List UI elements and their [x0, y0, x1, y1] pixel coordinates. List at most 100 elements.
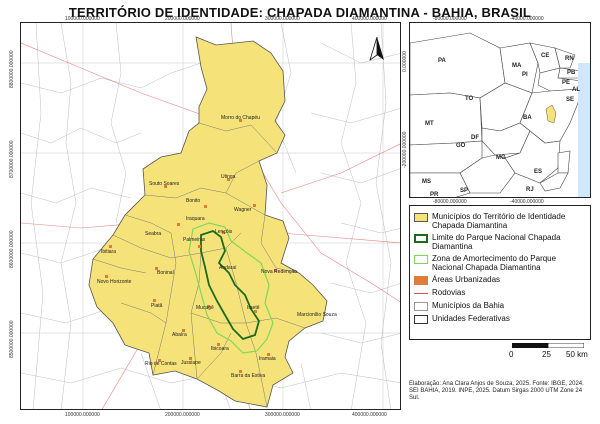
park-buffer-zone[interactable] [188, 222, 274, 354]
legend-swatch-urban [414, 276, 428, 285]
scale-label-25: 25 [542, 350, 551, 359]
label-piata: Piatã [151, 303, 163, 309]
legend: Municípios do Território de Identidade C… [409, 205, 591, 340]
north-arrow-icon [369, 36, 384, 62]
inset-coord-bottom-2: -40000.000000 [510, 199, 544, 205]
inset-map-canvas [410, 32, 590, 197]
label-morro-do-chapeu: Morro do Chapéu [221, 115, 260, 121]
legend-item-park: Limite do Parque Nacional Chapada Diaman… [414, 233, 582, 251]
label-iramaia: Iramaia [259, 356, 276, 362]
state-label-to: TO [465, 96, 474, 102]
coord-bottom-4: 400000.000000 [352, 412, 387, 418]
state-label-rj: RJ [526, 187, 534, 193]
legend-label-urban: Áreas Urbanizadas [432, 275, 501, 284]
legend-label-roads: Rodovias [432, 288, 466, 297]
coord-top-4: 400000.000000 [352, 16, 387, 22]
label-marcionilio-souza: Marcionílio Souza [297, 312, 337, 318]
legend-label-territory: Municípios do Território de Identidade C… [432, 212, 566, 230]
state-label-al: AL [572, 87, 580, 93]
inset-coord-left-2: -200000.000000 [402, 131, 408, 168]
scale-bar [512, 343, 584, 348]
coord-top-2: 200000.000000 [165, 16, 200, 22]
state-label-se: SE [566, 97, 575, 103]
legend-item-territory: Municípios do Território de Identidade C… [414, 212, 582, 230]
coord-bottom-3: 300000.000000 [265, 412, 300, 418]
brazil-states [410, 32, 583, 197]
state-label-pb: PB [567, 70, 576, 76]
label-bonito: Bonito [186, 198, 201, 204]
legend-item-urban: Áreas Urbanizadas [414, 275, 582, 285]
label-ibicoara: Ibicoara [211, 346, 229, 352]
label-rio-de-contas: Rio de Contas [145, 361, 177, 367]
label-jussiape: Jussiape [181, 360, 201, 366]
territory-municipal-boundaries [92, 122, 306, 408]
coord-bottom-1: 100000.000000 [65, 412, 100, 418]
legend-item-buffer: Zona de Amortecimento do Parque Nacional… [414, 254, 582, 272]
label-wagner: Wagner [234, 207, 252, 213]
urban-areas [105, 119, 277, 373]
label-abaira: Abaíra [172, 332, 187, 338]
label-mucuge: Mucugê [196, 305, 214, 311]
label-barra-da-estiva: Barra da Estiva [231, 373, 266, 379]
legend-item-states: Unidades Federativas [414, 314, 582, 324]
legend-item-municipalities: Municípios da Bahia [414, 301, 582, 311]
label-seabra: Seabra [145, 231, 162, 237]
state-label-pr: PR [430, 192, 439, 198]
main-map-canvas [21, 23, 400, 409]
main-map[interactable]: Morro do Chapéu Souto Soares Bonito Utin… [20, 22, 401, 410]
coord-top-3: 300000.000000 [265, 16, 300, 22]
state-label-df: DF [471, 135, 479, 141]
label-andarai: Andaraí [219, 265, 237, 271]
label-itaete: Itaetê [247, 305, 260, 311]
label-lencois: Lençóis [215, 229, 233, 235]
inset-coord-top-1: -80000.000000 [433, 16, 467, 22]
state-label-pe: PE [562, 80, 571, 86]
label-nova-redencao: Nova Redenção [261, 269, 297, 275]
scale-label-50: 50 km [566, 350, 588, 359]
state-label-mg: MG [496, 155, 506, 161]
legend-swatch-territory [414, 213, 428, 222]
legend-label-states: Unidades Federativas [432, 314, 510, 323]
label-novo-horizonte: Novo Horizonte [97, 279, 132, 285]
state-label-ba: BA [523, 115, 532, 121]
inset-territory-highlight [545, 104, 557, 124]
bahia-municipalities [21, 23, 400, 409]
coord-left-1: 8800000.000000 [9, 50, 15, 88]
inset-coord-top-2: -40000.000000 [510, 16, 544, 22]
coord-top-1: 100000.000000 [65, 16, 100, 22]
state-label-ma: MA [512, 63, 522, 69]
coord-left-4: 8500000.000000 [9, 320, 15, 358]
scale-label-0: 0 [509, 350, 514, 359]
map-title: TERRITÓRIO DE IDENTIDADE: CHAPADA DIAMAN… [68, 5, 532, 20]
ocean [578, 63, 590, 197]
label-utinga: Utinga [221, 174, 236, 180]
label-palmeiras: Palmeiras [183, 237, 206, 243]
legend-label-municipalities: Municípios da Bahia [432, 301, 505, 310]
label-boninal: Boninal [157, 270, 174, 276]
legend-label-park: Limite do Parque Nacional Chapada Diaman… [432, 233, 561, 251]
territory-polygon[interactable] [88, 36, 328, 408]
coord-left-3: 8600000.000000 [9, 230, 15, 268]
inset-coord-bottom-1: -80000.000000 [433, 199, 467, 205]
label-iraquara: Iraquara [186, 216, 205, 222]
legend-swatch-buffer [414, 255, 428, 264]
state-label-pi: PI [522, 72, 528, 78]
credits-text: Elaboração: Ana Clara Anjos de Souza, 20… [409, 381, 584, 401]
inset-coord-left-1: 0.000000 [402, 51, 408, 72]
state-label-ms: MS [422, 179, 431, 185]
coord-bottom-2: 200000.000000 [165, 412, 200, 418]
legend-swatch-municipalities [414, 302, 428, 311]
coord-left-2: 8700000.000000 [9, 140, 15, 178]
state-label-mt: MT [425, 121, 434, 127]
legend-swatch-states [414, 315, 428, 324]
national-park-boundary[interactable] [200, 229, 260, 341]
legend-label-buffer: Zona de Amortecimento do Parque Nacional… [432, 254, 557, 272]
state-label-rn: RN [565, 56, 574, 62]
inset-map[interactable]: PA MA CE RN PB PE PI AL SE TO BA MT DF G… [409, 22, 591, 198]
label-ibitiara: Ibitiara [101, 249, 117, 255]
legend-swatch-park [414, 234, 428, 243]
label-souto-soares: Souto Soares [149, 181, 180, 187]
state-label-sp: SP [460, 188, 469, 194]
state-label-pa: PA [438, 58, 446, 64]
state-label-es: ES [534, 169, 543, 175]
